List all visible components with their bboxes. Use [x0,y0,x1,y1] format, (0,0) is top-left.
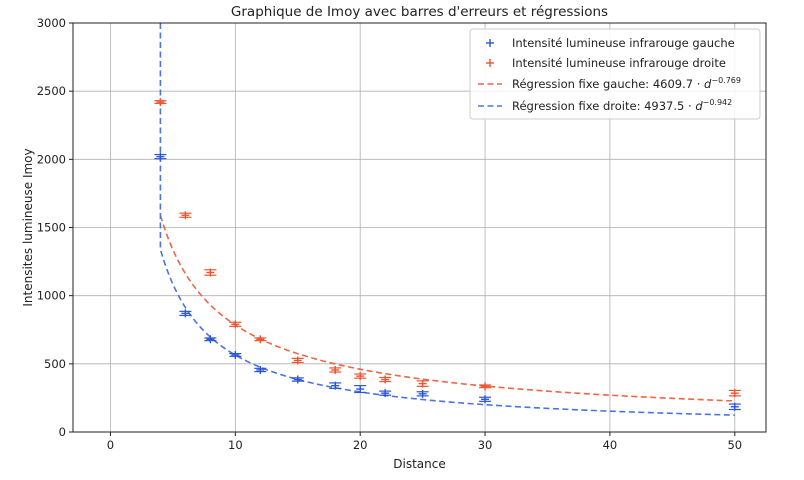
data-point-right [291,356,304,365]
data-point-left [479,395,492,404]
x-tick-label: 40 [603,438,618,452]
data-point-left [154,152,167,161]
legend-label-right: Intensité lumineuse infrarouge droite [512,56,726,70]
data-point-right [329,365,342,374]
legend-right-fit-var: d [695,99,703,113]
y-tick-label: 500 [44,357,66,371]
data-point-left [329,381,342,390]
y-tick-label: 0 [59,425,66,439]
x-axis: 0 10 20 30 40 50 [107,432,742,452]
data-point-left [254,365,267,374]
data-point-left [379,389,392,398]
fit-line-right [159,23,735,416]
legend-left-fit-var: d [704,77,712,91]
legend-left-fit-main: Régression fixe gauche: 4609.7 · [512,77,704,91]
y-tick-label: 1500 [37,221,66,235]
legend-box [469,28,761,120]
y-axis-label: Intensites lumineuse Imoy [21,148,35,306]
legend-label-left: Intensité lumineuse infrarouge gauche [512,36,735,50]
data-point-left [354,385,367,394]
y-tick-label: 2000 [37,152,66,166]
data-point-right [254,335,267,344]
plot-area [154,23,741,416]
legend: Intensité lumineuse infrarouge gauche In… [469,28,761,120]
y-tick-label: 3000 [37,16,66,30]
x-tick-label: 10 [228,438,243,452]
data-point-right [204,268,217,277]
legend-label-left-fit: Régression fixe gauche: 4609.7 · d−0.769 [512,76,741,91]
data-point-right [728,389,741,398]
data-point-left [291,375,304,384]
data-point-right [379,375,392,384]
data-point-left [179,309,192,318]
data-point-left [728,402,741,411]
legend-left-fit-exp: −0.769 [711,76,741,85]
data-point-right [154,98,167,107]
data-point-right [416,379,429,388]
x-tick-label: 30 [478,438,493,452]
legend-right-fit-main: Régression fixe droite: 4937.5 · [512,99,695,113]
legend-marker-left [486,39,494,47]
data-point-right [179,211,192,220]
data-point-right [354,372,367,381]
x-tick-label: 20 [353,438,368,452]
y-tick-label: 2500 [37,84,66,98]
x-axis-label: Distance [393,457,445,471]
data-point-left [204,335,217,344]
y-tick-label: 1000 [37,289,66,303]
data-point-left [229,350,242,359]
data-point-right [229,320,242,329]
x-tick-label: 50 [727,438,742,452]
legend-marker-right [486,59,494,67]
y-axis: 0 500 1000 1500 2000 2500 3000 [37,16,73,439]
fit-line-left [159,215,735,402]
x-tick-label: 0 [107,438,114,452]
data-point-right [479,382,492,391]
legend-right-fit-exp: −0.942 [703,98,733,107]
chart-title: Graphique de Imoy avec barres d'erreurs … [231,4,608,20]
data-point-left [416,389,429,398]
legend-label-right-fit: Régression fixe droite: 4937.5 · d−0.942 [512,98,732,113]
